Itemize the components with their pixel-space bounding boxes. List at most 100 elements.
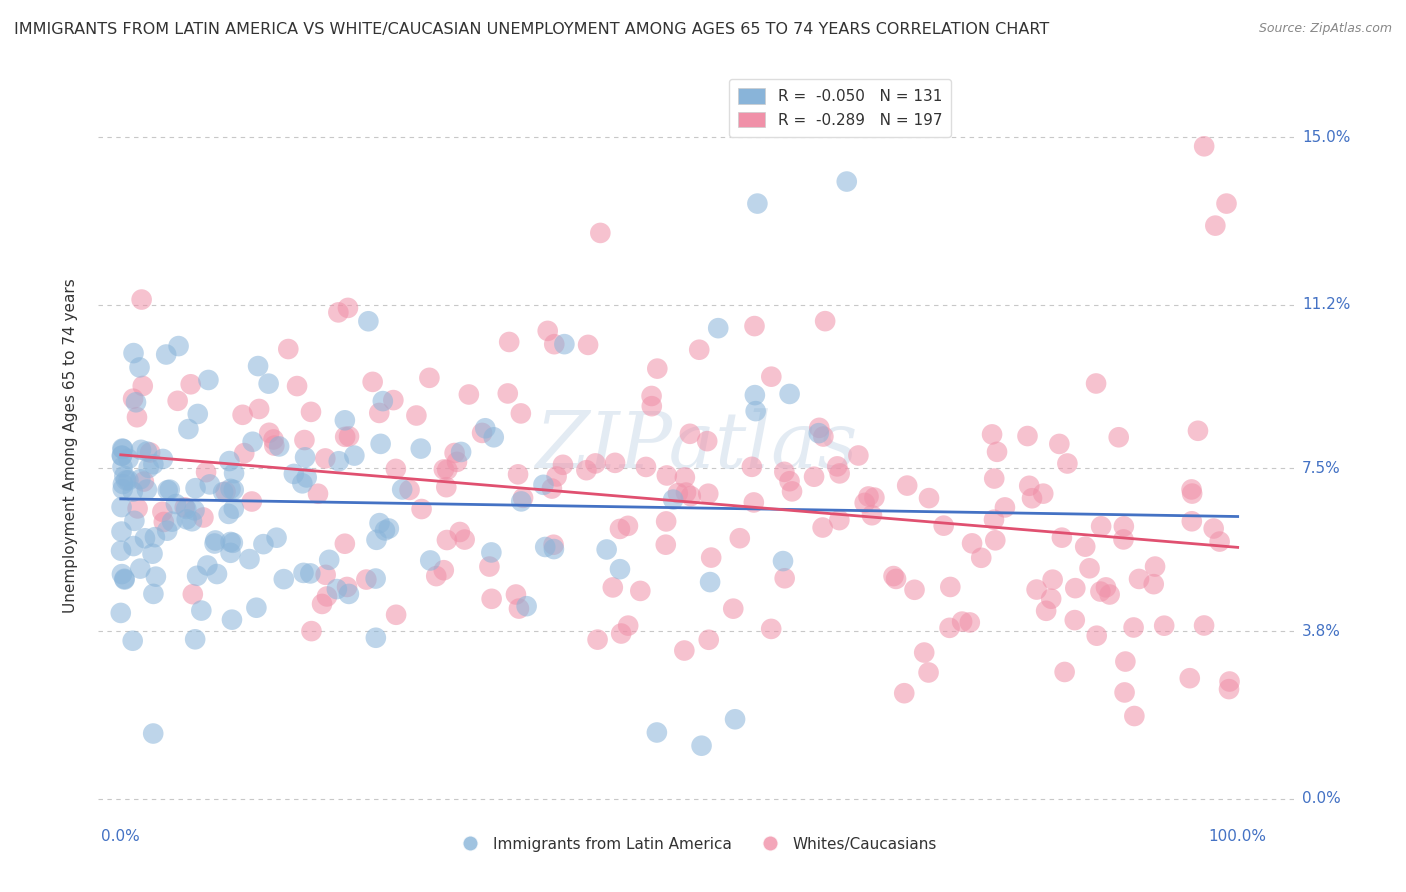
Point [166, 393, 188, 408]
Point [283, 467, 305, 481]
Point [111, 477, 134, 491]
Point [222, 501, 245, 516]
Point [959, 615, 981, 630]
Point [411, 502, 433, 516]
Point [1063, 613, 1085, 627]
Point [761, 369, 783, 384]
Point [679, 426, 702, 441]
Point [434, 480, 457, 494]
Point [773, 465, 796, 479]
Point [299, 405, 322, 419]
Point [1098, 587, 1121, 601]
Point [939, 580, 962, 594]
Point [131, 293, 153, 307]
Point [398, 483, 420, 497]
Point [336, 580, 359, 594]
Point [301, 624, 323, 639]
Point [457, 387, 479, 401]
Point [436, 533, 458, 547]
Point [333, 537, 356, 551]
Point [617, 618, 640, 632]
Point [181, 514, 204, 528]
Point [121, 484, 143, 499]
Point [405, 409, 427, 423]
Point [337, 587, 360, 601]
Point [617, 519, 640, 533]
Point [589, 226, 612, 240]
Point [143, 530, 166, 544]
Point [860, 508, 883, 523]
Point [134, 531, 156, 545]
Point [382, 393, 405, 408]
Point [655, 515, 678, 529]
Point [269, 439, 291, 453]
Point [128, 360, 150, 375]
Point [316, 590, 339, 604]
Point [679, 489, 702, 503]
Point [912, 646, 935, 660]
Point [1021, 491, 1043, 506]
Point [115, 473, 138, 487]
Point [496, 386, 519, 401]
Point [110, 500, 132, 514]
Point [741, 459, 763, 474]
Point [385, 462, 408, 476]
Point [409, 442, 432, 456]
Point [543, 337, 565, 351]
Point [1202, 521, 1225, 535]
Text: 11.2%: 11.2% [1302, 297, 1350, 312]
Point [747, 196, 769, 211]
Point [724, 712, 747, 726]
Point [221, 613, 243, 627]
Point [155, 347, 177, 361]
Point [214, 484, 236, 499]
Point [541, 482, 564, 496]
Point [994, 500, 1017, 515]
Point [117, 451, 139, 466]
Point [238, 552, 260, 566]
Point [335, 430, 357, 444]
Point [506, 467, 529, 482]
Point [177, 422, 200, 436]
Point [153, 515, 176, 529]
Point [190, 604, 212, 618]
Point [533, 478, 555, 492]
Point [436, 463, 458, 477]
Point [132, 475, 155, 489]
Point [697, 632, 720, 647]
Point [291, 476, 314, 491]
Point [813, 429, 835, 443]
Point [204, 533, 226, 548]
Text: 3.8%: 3.8% [1302, 624, 1341, 639]
Point [1078, 561, 1101, 575]
Point [385, 607, 408, 622]
Point [481, 591, 503, 606]
Point [655, 468, 678, 483]
Point [1018, 479, 1040, 493]
Point [167, 339, 190, 353]
Point [453, 533, 475, 547]
Point [195, 465, 218, 479]
Point [183, 503, 205, 517]
Point [371, 394, 394, 409]
Point [311, 597, 333, 611]
Point [1218, 682, 1240, 697]
Point [1192, 618, 1215, 632]
Point [212, 485, 235, 500]
Point [807, 426, 830, 441]
Point [443, 446, 465, 460]
Point [510, 494, 533, 508]
Point [690, 739, 713, 753]
Point [117, 473, 139, 487]
Point [1025, 582, 1047, 597]
Point [110, 543, 132, 558]
Text: 0.0%: 0.0% [1302, 791, 1340, 806]
Point [240, 494, 263, 508]
Point [884, 572, 907, 586]
Point [364, 631, 387, 645]
Point [688, 343, 710, 357]
Point [858, 490, 880, 504]
Point [252, 537, 274, 551]
Point [918, 491, 941, 505]
Point [595, 542, 617, 557]
